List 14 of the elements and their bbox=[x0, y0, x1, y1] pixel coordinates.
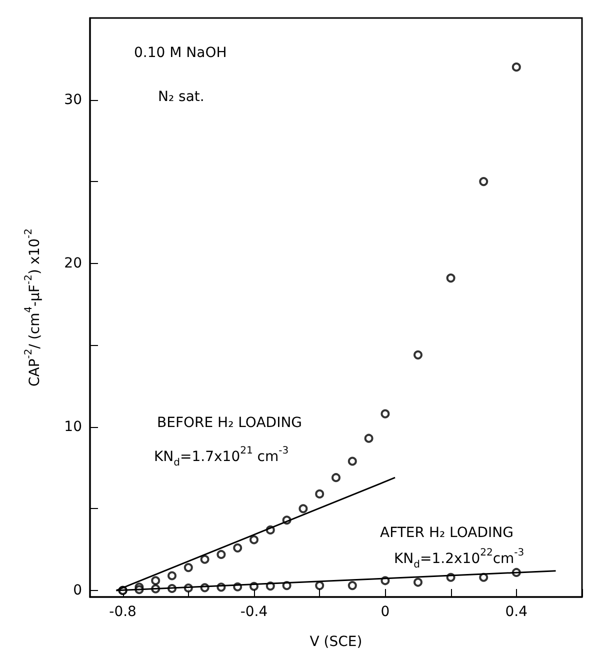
y-tick-label: 10 bbox=[64, 418, 82, 435]
annotation: BEFORE H₂ LOADING bbox=[157, 415, 302, 431]
x-tick-label: 0.4 bbox=[505, 604, 528, 620]
annotation: 0.10 M NaOH bbox=[134, 45, 227, 61]
x-tick-label: -0.4 bbox=[240, 604, 268, 620]
x-axis-title: V (SCE) bbox=[310, 634, 362, 650]
annotation: N₂ sat. bbox=[158, 89, 204, 105]
y-tick-label: 30 bbox=[64, 92, 82, 108]
x-tick-label: 0 bbox=[380, 604, 390, 620]
y-axis-title: CAP-2/ (cm4-μF-2) x10-2 bbox=[24, 228, 43, 387]
y-tick-label: 20 bbox=[64, 255, 82, 272]
x-tick-label: -0.8 bbox=[109, 604, 136, 620]
annotation: AFTER H₂ LOADING bbox=[380, 525, 514, 541]
y-tick-label: 0 bbox=[73, 582, 82, 598]
